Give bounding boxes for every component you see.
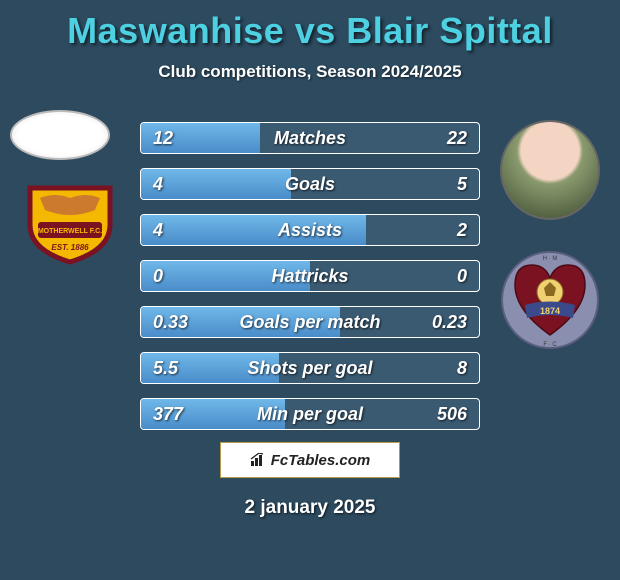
stat-value-right: 22 <box>447 123 467 153</box>
stat-label: Goals <box>141 169 479 199</box>
stat-row: 5.5 Shots per goal 8 <box>140 352 480 384</box>
stat-label: Hattricks <box>141 261 479 291</box>
comparison-date: 2 january 2025 <box>0 497 620 519</box>
stat-value-right: 0 <box>457 261 467 291</box>
comparison-subtitle: Club competitions, Season 2024/2025 <box>0 62 620 82</box>
stat-row: 0.33 Goals per match 0.23 <box>140 306 480 338</box>
stat-value-right: 506 <box>437 399 467 429</box>
comparison-title: Maswanhise vs Blair Spittal <box>0 0 620 52</box>
stat-row: 4 Assists 2 <box>140 214 480 246</box>
stats-bar-group: 12 Matches 22 4 Goals 5 4 Assists 2 0 Ha… <box>140 122 480 444</box>
brand-badge[interactable]: FcTables.com <box>220 442 400 478</box>
svg-text:MOTHERWELL F.C.: MOTHERWELL F.C. <box>38 228 102 235</box>
svg-text:H · M: H · M <box>543 256 558 262</box>
stat-label: Assists <box>141 215 479 245</box>
svg-text:EST. 1886: EST. 1886 <box>51 243 89 252</box>
player-right-avatar <box>500 120 600 220</box>
club-crest-left: MOTHERWELL F.C. EST. 1886 <box>20 180 120 265</box>
svg-text:F · C: F · C <box>543 342 557 348</box>
stat-value-right: 5 <box>457 169 467 199</box>
stat-label: Matches <box>141 123 479 153</box>
stat-row: 377 Min per goal 506 <box>140 398 480 430</box>
stat-label: Goals per match <box>141 307 479 337</box>
club-crest-right: 1874 H · M F · C <box>500 250 600 350</box>
stat-value-right: 2 <box>457 215 467 245</box>
stat-value-right: 0.23 <box>432 307 467 337</box>
player-left-avatar <box>10 110 110 160</box>
chart-icon <box>250 453 266 467</box>
stat-row: 0 Hattricks 0 <box>140 260 480 292</box>
stat-value-right: 8 <box>457 353 467 383</box>
stat-label: Shots per goal <box>141 353 479 383</box>
svg-text:1874: 1874 <box>540 306 560 316</box>
brand-text: FcTables.com <box>271 452 370 469</box>
stat-label: Min per goal <box>141 399 479 429</box>
stat-row: 4 Goals 5 <box>140 168 480 200</box>
stat-row: 12 Matches 22 <box>140 122 480 154</box>
